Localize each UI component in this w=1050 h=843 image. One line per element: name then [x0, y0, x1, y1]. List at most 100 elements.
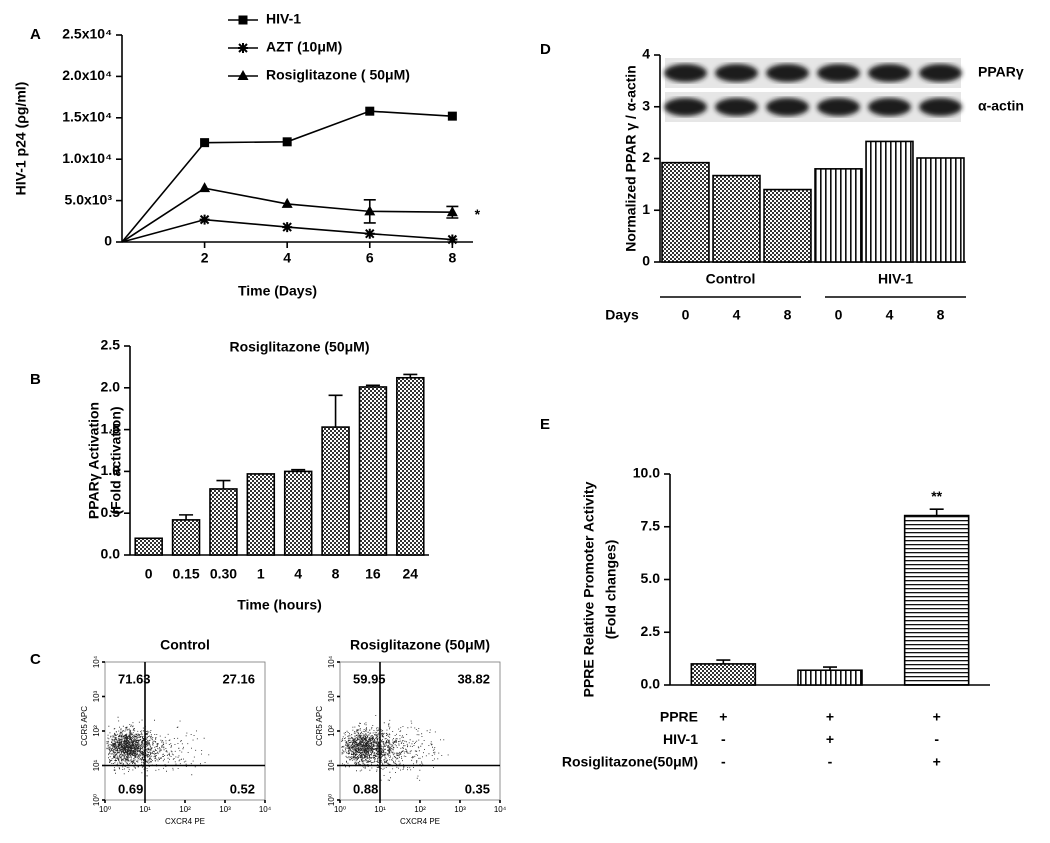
y-tick-label: 0 — [642, 253, 650, 269]
y-tick-label: 5.0 — [641, 570, 661, 586]
marker — [237, 70, 249, 80]
blot-band — [919, 98, 962, 116]
x-tick-label: 0 — [682, 307, 690, 323]
x-tick-label: 4 — [886, 307, 894, 323]
y-tick-label: 10⁰ — [92, 794, 101, 806]
condition-sign: + — [826, 731, 834, 747]
y-axis-label: (Fold activation) — [108, 406, 124, 514]
quadrant-value: 38.82 — [457, 671, 490, 686]
y-axis-label: PPARγ Activation — [86, 402, 102, 519]
y-tick-label: 1 — [642, 201, 650, 217]
quadrant-value: 59.95 — [353, 671, 386, 686]
marker — [446, 206, 458, 217]
marker — [447, 111, 457, 121]
event-cloud — [106, 716, 210, 777]
condition-sign: + — [933, 709, 941, 725]
condition-sign: - — [721, 754, 726, 770]
y-tick-label: 10³ — [92, 690, 101, 702]
chart-title: Rosiglitazone (50μM) — [229, 339, 369, 355]
x-tick-label: 0 — [835, 307, 843, 323]
bar — [283, 470, 313, 556]
blot-strip — [665, 92, 961, 122]
y-axis-label: PPRE Relative Promoter Activity — [581, 481, 597, 697]
x-tick-label: 10³ — [454, 805, 466, 814]
y-axis-label: HIV-1 p24 (ρg/ml) — [13, 82, 29, 196]
marker — [238, 43, 248, 53]
y-tick-label: 10.0 — [633, 465, 660, 481]
marker — [200, 138, 210, 148]
y-tick-label: 1.5x10⁴ — [62, 109, 112, 125]
error-bar — [365, 384, 380, 387]
y-tick-label: 2.5 — [641, 623, 661, 639]
marker — [282, 137, 292, 147]
blot-band — [664, 98, 707, 116]
y-axis-label: CCR5 APC — [315, 706, 324, 746]
y-tick-label: 3 — [642, 97, 650, 113]
condition-label: Rosiglitazone(50μM) — [562, 754, 698, 770]
blot-band — [664, 64, 707, 82]
error-bar — [403, 373, 418, 378]
x-tick-label: 8 — [784, 307, 792, 323]
quadrant-value: 27.16 — [222, 671, 255, 686]
bar — [358, 386, 388, 556]
series-line — [121, 187, 453, 243]
blot-band — [715, 64, 758, 82]
bar — [690, 663, 757, 686]
bar — [396, 376, 425, 556]
condition-label: HIV-1 — [663, 731, 698, 747]
x-tick-label: 2 — [201, 250, 209, 266]
y-tick-label: 10⁴ — [327, 655, 336, 668]
legend-label: HIV-1 — [266, 11, 301, 27]
chart-title: Rosiglitazone (50μM) — [350, 637, 490, 653]
y-tick-label: 10² — [327, 725, 336, 737]
blot-label: PPARγ — [978, 64, 1024, 80]
x-tick-label: 0.30 — [210, 566, 237, 582]
bar — [321, 426, 350, 556]
blot-strip — [665, 58, 961, 88]
x-tick-label: 24 — [403, 566, 419, 582]
y-tick-label: 10¹ — [327, 759, 336, 771]
quadrant-value: 0.88 — [353, 781, 378, 796]
marker — [281, 197, 293, 208]
bar — [903, 514, 970, 686]
group-label: Control — [706, 271, 756, 287]
y-tick-label: 2.5 — [101, 337, 121, 353]
y-tick-label: 5.0x10³ — [65, 191, 113, 207]
x-tick-label: 10⁰ — [99, 805, 111, 814]
blot-band — [715, 98, 758, 116]
quadrant-value: 0.52 — [230, 781, 255, 796]
error-bar — [291, 468, 306, 472]
marker — [364, 228, 375, 239]
x-tick-label: 10¹ — [139, 805, 151, 814]
condition-sign: + — [933, 754, 941, 770]
condition-label: PPRE — [660, 709, 698, 725]
blot-band — [766, 98, 809, 116]
x-axis-label: CXCR4 PE — [400, 817, 440, 826]
annotation: ** — [931, 488, 942, 504]
y-tick-label: 1.5 — [101, 420, 121, 436]
blot-band — [868, 98, 911, 116]
y-tick-label: 2.5x10⁴ — [62, 26, 112, 42]
panel-label: C — [30, 651, 41, 668]
y-tick-label: 0.0 — [101, 546, 121, 562]
legend-label: Rosiglitazone ( 50μM) — [266, 67, 410, 83]
quadrant-value: 0.69 — [118, 781, 143, 796]
y-tick-label: 10⁴ — [92, 655, 101, 668]
error-bar — [823, 666, 837, 671]
x-tick-label: 16 — [365, 566, 381, 582]
bar — [661, 161, 710, 263]
y-tick-label: 1.0x10⁴ — [62, 150, 112, 166]
x-tick-label: 10² — [414, 805, 426, 814]
y-tick-label: 10² — [92, 725, 101, 737]
legend-label: AZT (10μM) — [266, 39, 342, 55]
x-axis-label: CXCR4 PE — [165, 817, 205, 826]
marker — [364, 205, 376, 216]
error-bar — [716, 659, 731, 664]
error-bar — [929, 508, 944, 516]
bar — [246, 473, 276, 556]
x-tick-label: 10² — [179, 805, 191, 814]
condition-sign: - — [721, 731, 726, 747]
bar — [763, 188, 812, 263]
marker — [447, 234, 458, 245]
